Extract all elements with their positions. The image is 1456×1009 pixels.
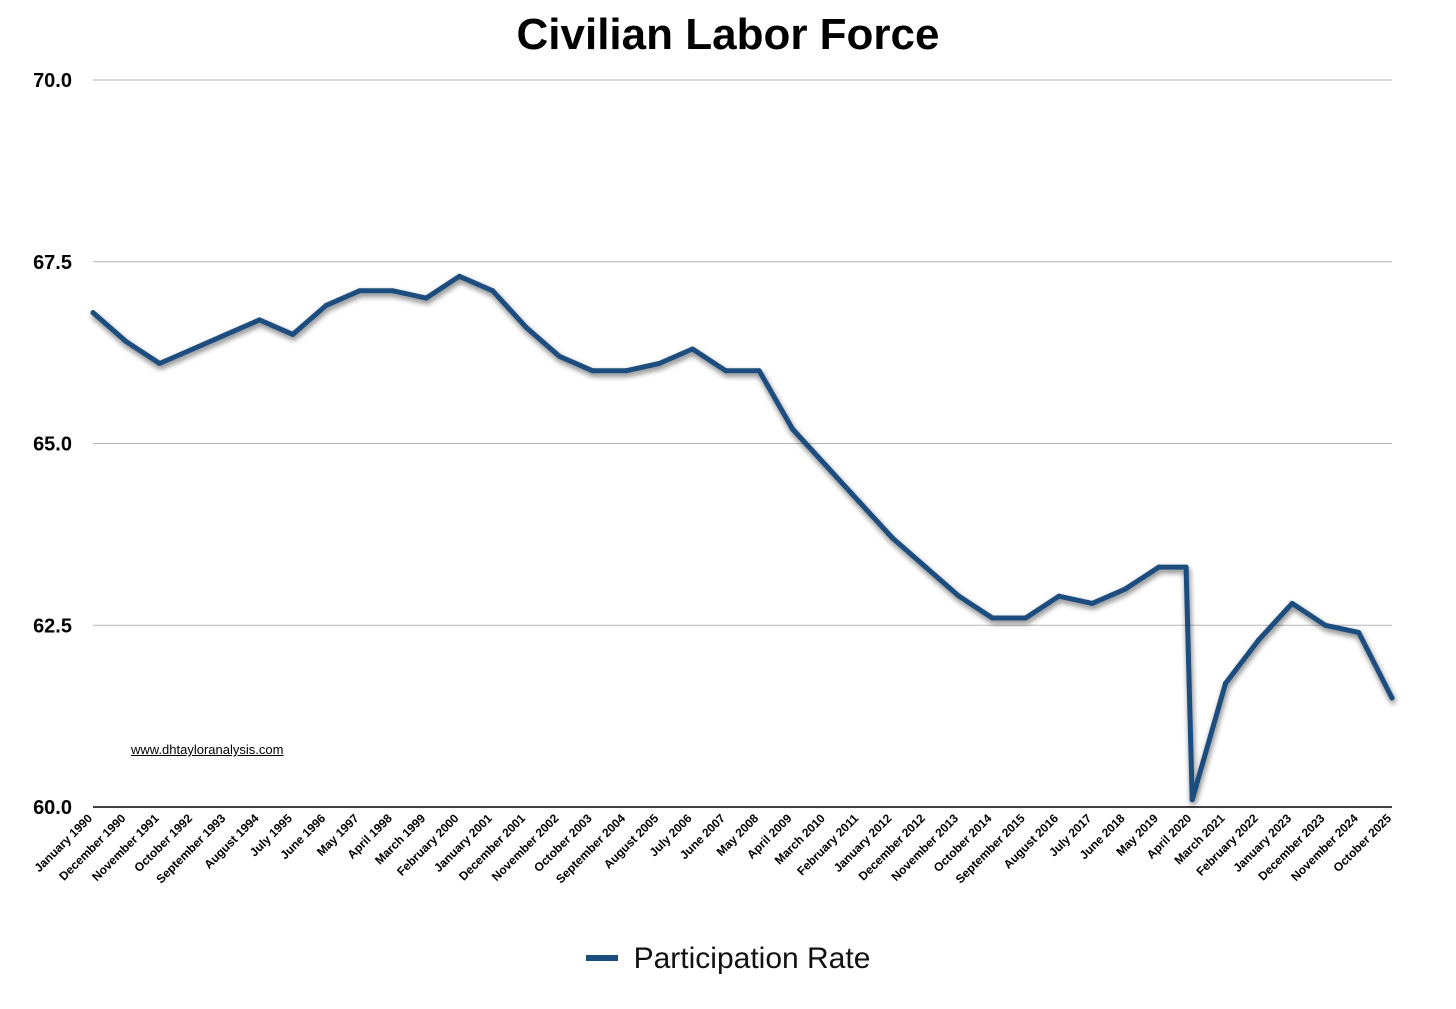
- data-point: [1356, 630, 1362, 636]
- data-point: [756, 368, 762, 374]
- data-point: [257, 317, 263, 323]
- data-point: [823, 462, 829, 468]
- legend-label: Participation Rate: [633, 942, 871, 975]
- legend-swatch: [585, 955, 618, 962]
- data-point: [1389, 695, 1395, 701]
- data-point: [390, 288, 396, 294]
- data-point: [356, 288, 362, 294]
- data-point: [1256, 637, 1262, 643]
- data-point: [223, 331, 229, 337]
- data-point: [1023, 615, 1029, 621]
- data-point: [656, 361, 662, 367]
- data-point: [889, 535, 895, 541]
- data-point: [456, 273, 462, 279]
- x-tick-label: October 2025: [1330, 811, 1394, 875]
- data-point: [923, 564, 929, 570]
- data-point: [123, 339, 129, 345]
- y-tick-label: 65.0: [33, 434, 72, 456]
- chart-title: Civilian Labor Force: [516, 10, 940, 59]
- data-point: [523, 324, 529, 330]
- data-point: [323, 302, 329, 308]
- data-point: [1322, 622, 1328, 628]
- series-line: [90, 273, 1395, 803]
- data-point: [556, 353, 562, 359]
- data-point: [1156, 564, 1162, 570]
- data-point: [1123, 586, 1129, 592]
- data-point: [157, 361, 163, 367]
- data-point: [856, 499, 862, 505]
- data-point: [90, 310, 96, 316]
- data-point: [490, 288, 496, 294]
- y-tick-label: 67.5: [33, 252, 72, 274]
- y-tick-label: 70.0: [33, 70, 72, 92]
- legend: Participation Rate: [0, 942, 1456, 976]
- y-tick-label: 62.5: [33, 615, 72, 637]
- data-point: [690, 346, 696, 352]
- data-point: [956, 593, 962, 599]
- data-point: [423, 295, 429, 301]
- data-point: [623, 368, 629, 374]
- data-point: [1222, 680, 1228, 686]
- data-point: [1183, 564, 1189, 570]
- data-point: [1056, 593, 1062, 599]
- gridlines: [93, 79, 1392, 626]
- y-axis-ticks: 60.0 62.5 65.0 67.5 70.0: [33, 70, 72, 819]
- data-point: [723, 368, 729, 374]
- data-point: [190, 346, 196, 352]
- data-point: [1089, 600, 1095, 606]
- data-point: [590, 368, 596, 374]
- data-point: [989, 615, 995, 621]
- watermark-link[interactable]: www.dhtayloranalysis.com: [131, 742, 284, 757]
- data-point: [1189, 797, 1195, 803]
- data-point: [789, 426, 795, 432]
- data-point: [290, 331, 296, 337]
- data-point: [1289, 600, 1295, 606]
- y-tick-label: 60.0: [33, 797, 72, 819]
- series-participation-rate: [90, 273, 1395, 803]
